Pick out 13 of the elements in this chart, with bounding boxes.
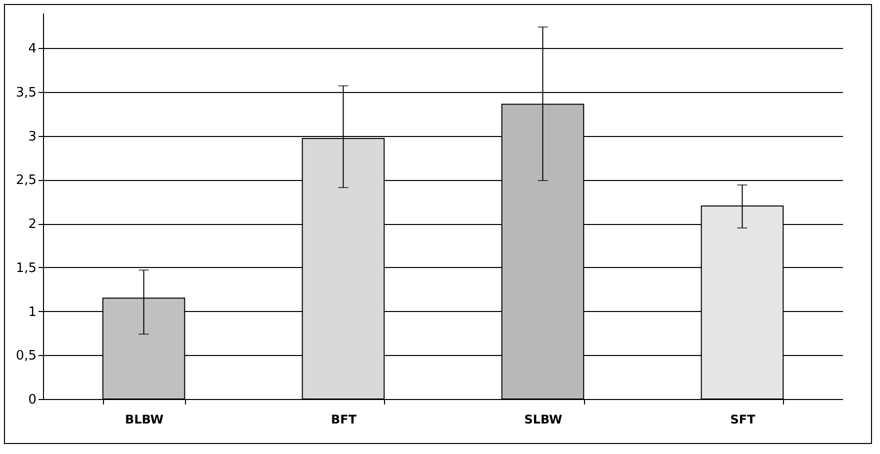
y-tick-label: 2 [28,217,36,232]
y-tick-label: 3,5 [16,85,36,100]
y-tick-label: 0,5 [16,348,36,364]
x-tick-label: BFT [330,412,358,426]
y-tick-label: 1 [28,304,36,320]
y-tick-label: 4 [28,42,36,57]
x-tick-label: BLBW [124,412,164,426]
y-tick-label: 0 [28,392,36,408]
y-tick-label: 3 [28,129,36,144]
y-tick-label: 2,5 [16,173,36,188]
x-tick-label: SLBW [524,412,562,426]
x-tick-label: SFT [730,412,756,426]
y-tick-label: 1,5 [16,260,36,276]
